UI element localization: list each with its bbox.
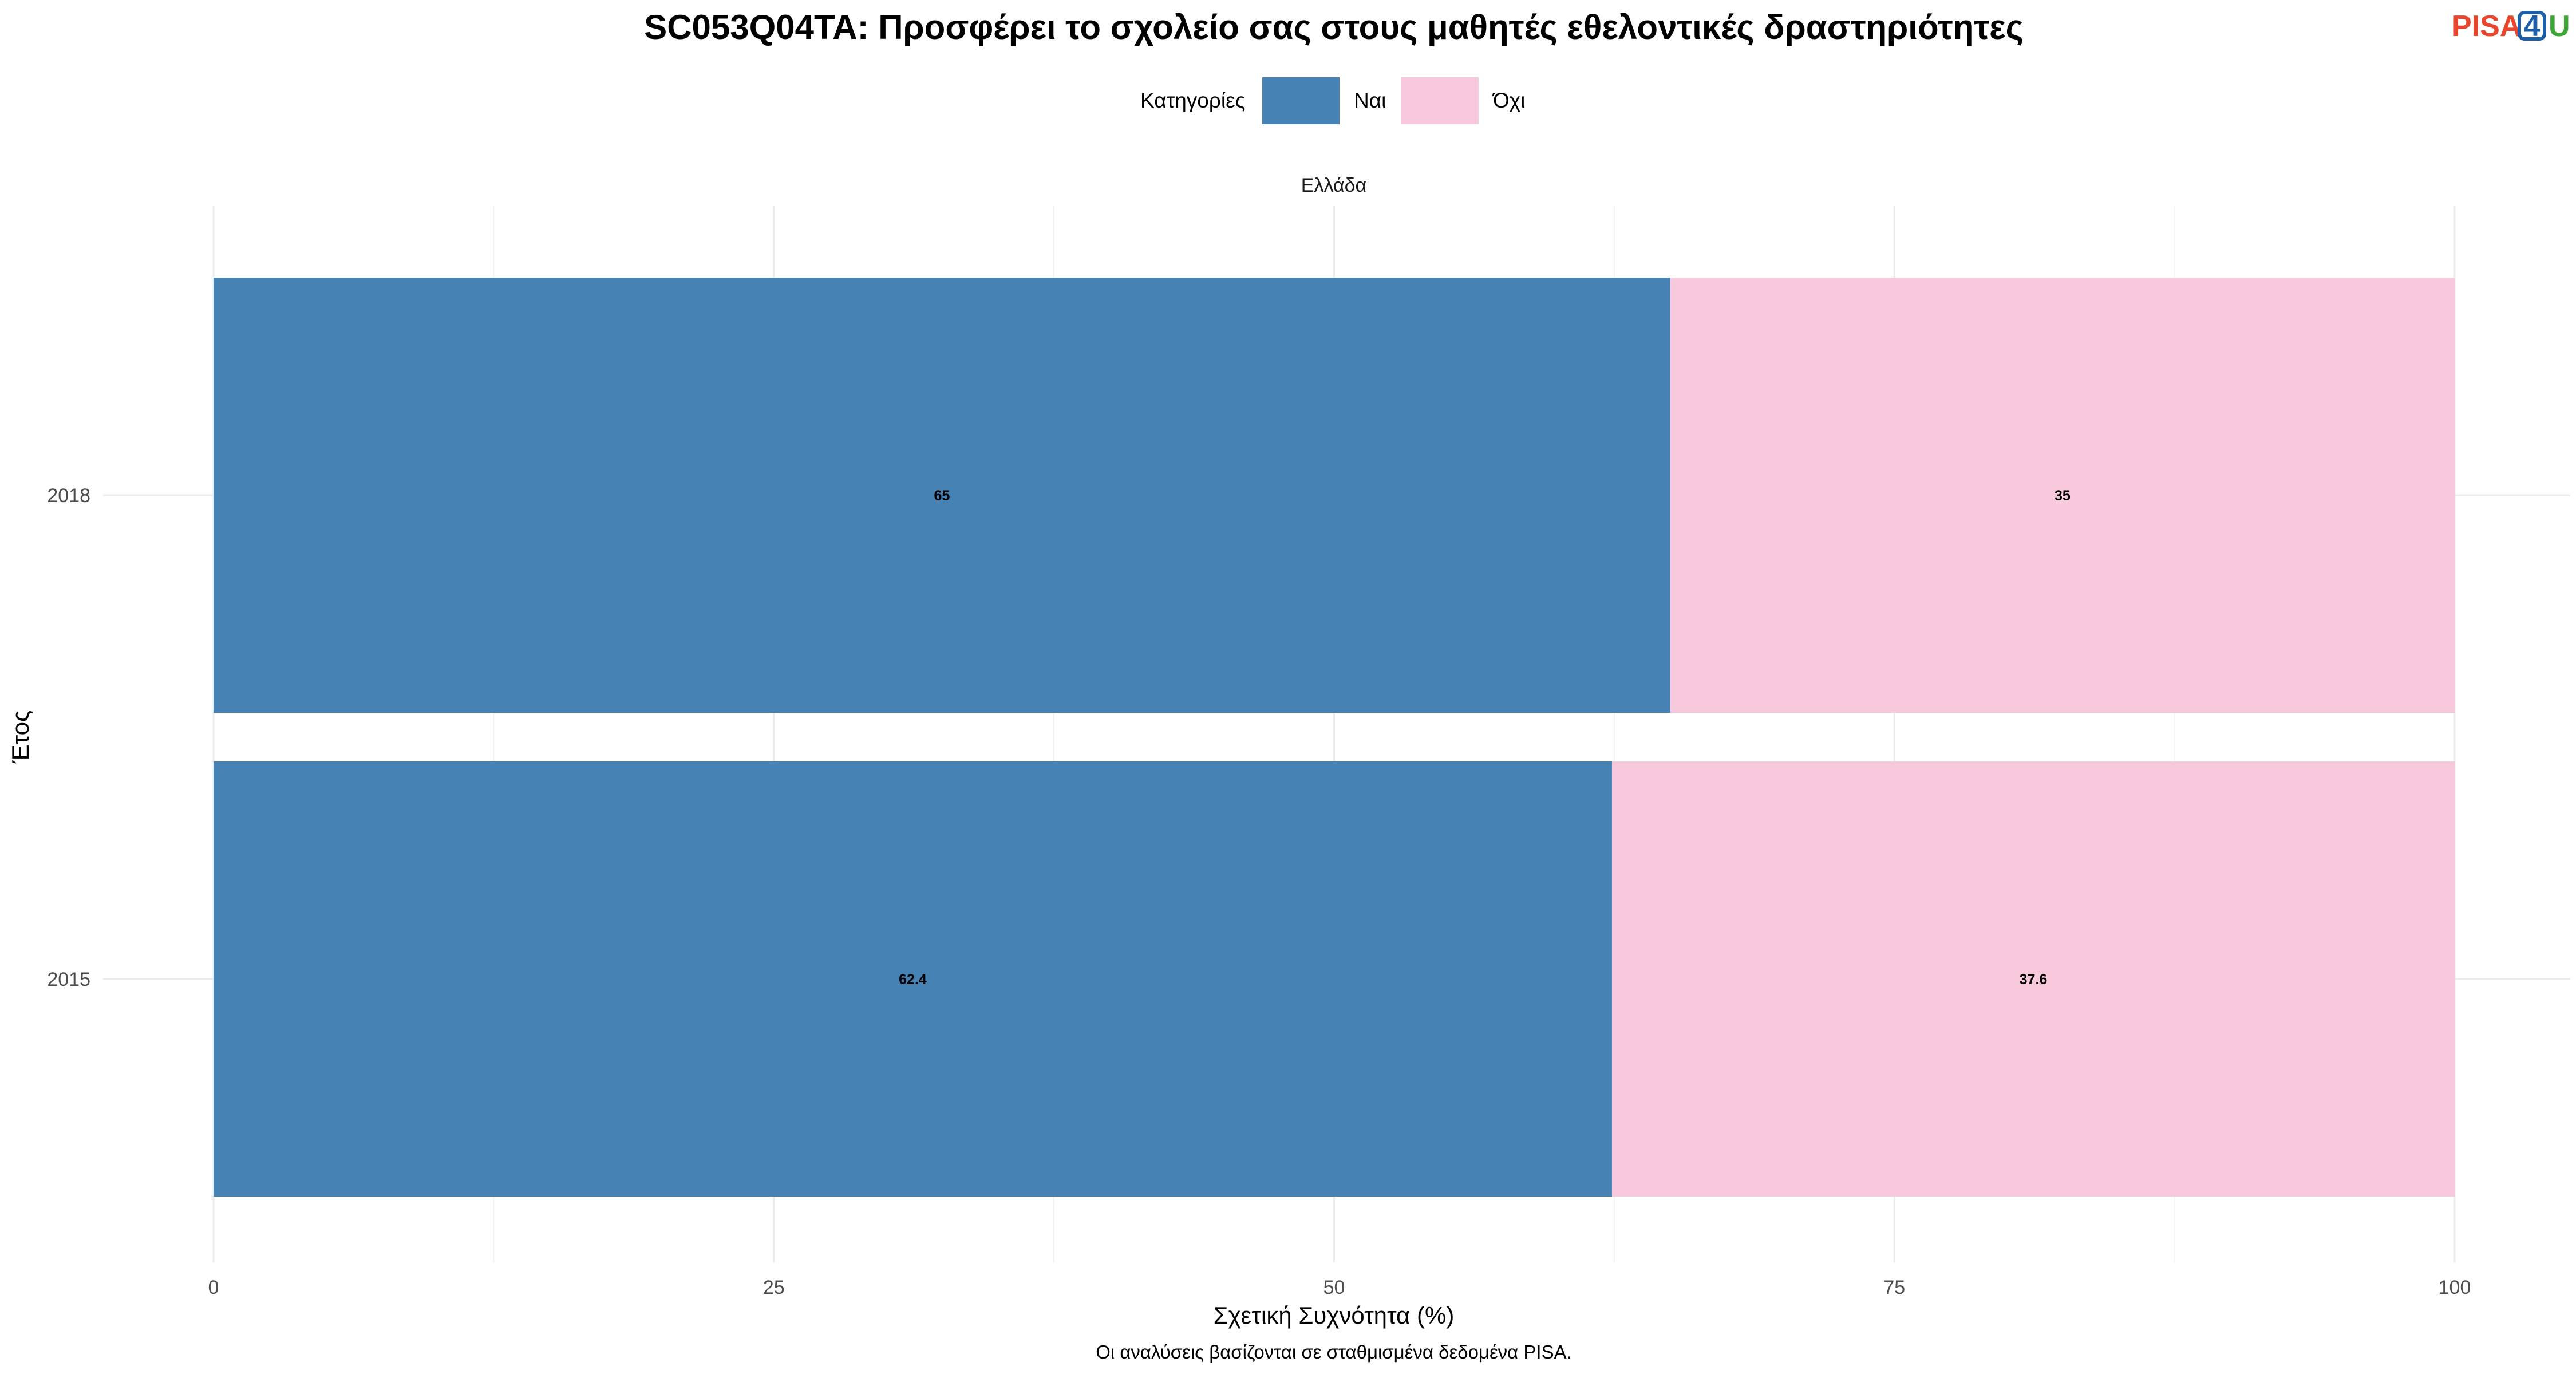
bar-2018-ochi — [1670, 278, 2455, 713]
legend-title: Κατηγορίες — [1140, 89, 1245, 112]
data-label-2018-nai: 65 — [934, 488, 950, 504]
x-tick-label: 75 — [1883, 1277, 1905, 1298]
y-tick-label: 2018 — [47, 485, 90, 507]
data-label-2015-nai: 62.4 — [899, 972, 927, 988]
legend-swatch-nai — [1262, 77, 1340, 124]
facet-label: Ελλάδα — [1301, 175, 1366, 196]
pisa4u-logo: PISA 4 U — [2452, 10, 2570, 43]
bars — [214, 278, 2455, 1197]
plot-panel: 65 35 62.4 37.6 2018 2015 0 25 50 75 100 — [47, 206, 2570, 1298]
y-axis-ticks: 2018 2015 — [47, 485, 90, 990]
x-axis-title: Σχετική Συχνότητα (%) — [1214, 1302, 1455, 1329]
logo-four-text: 4 — [2524, 10, 2541, 43]
caption: Οι αναλύσεις βασίζονται σε σταθμισμένα δ… — [1096, 1341, 1572, 1363]
logo-pisa-text: PISA — [2452, 10, 2521, 43]
legend-swatch-ochi — [1401, 77, 1479, 124]
data-label-2015-ochi: 37.6 — [2020, 972, 2048, 988]
x-tick-label: 25 — [763, 1277, 785, 1298]
bar-2015-nai — [214, 761, 1612, 1197]
logo-four-box — [2518, 11, 2546, 41]
x-tick-label: 50 — [1323, 1277, 1345, 1298]
logo-u-text: U — [2549, 10, 2570, 43]
chart-title: SC053Q04TA: Προσφέρει το σχολείο σας στο… — [644, 8, 2024, 46]
x-tick-label: 0 — [208, 1277, 219, 1298]
data-labels: 65 35 62.4 37.6 — [899, 488, 2071, 988]
bar-2018-nai — [214, 278, 1670, 713]
y-axis-title: Έτος — [7, 710, 34, 764]
x-axis-ticks: 0 25 50 75 100 — [208, 1277, 2471, 1298]
legend-label-nai: Ναι — [1354, 89, 1386, 112]
legend-label-ochi: Όχι — [1492, 89, 1525, 112]
bar-2015-ochi — [1611, 761, 2455, 1197]
legend: Κατηγορίες Ναι Όχι — [1140, 77, 1525, 124]
x-tick-label: 100 — [2439, 1277, 2471, 1298]
y-tick-label: 2015 — [47, 969, 90, 990]
data-label-2018-ochi: 35 — [2055, 488, 2071, 504]
